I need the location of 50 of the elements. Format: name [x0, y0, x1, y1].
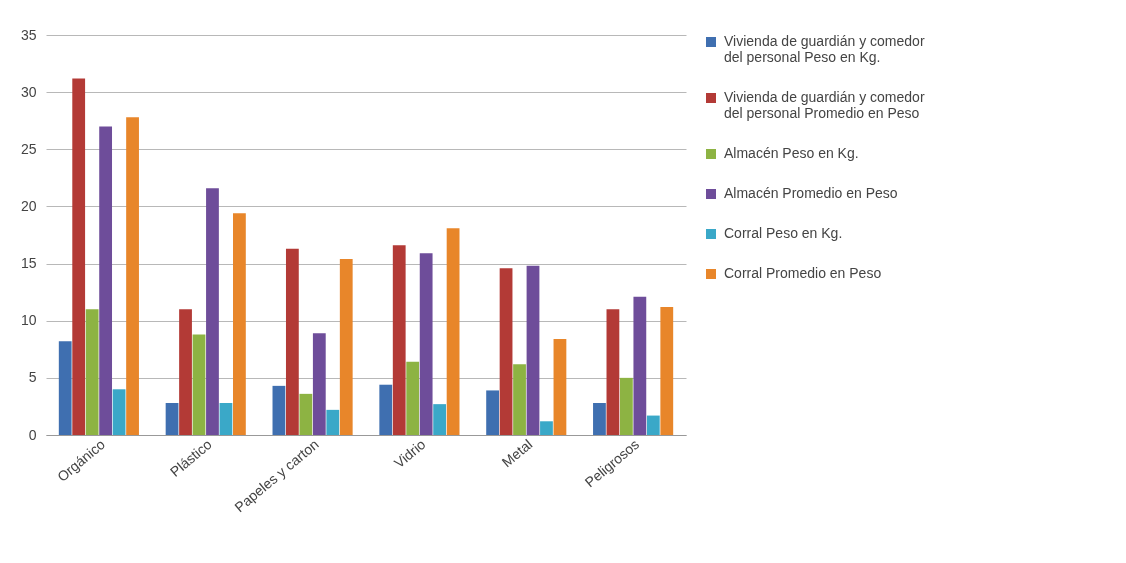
bar — [99, 126, 113, 435]
bar — [233, 213, 246, 435]
bar — [272, 385, 286, 435]
legend-label: Vivienda de guardián y comedor del personal Peso en Kg. — [724, 33, 925, 65]
bar — [526, 265, 540, 435]
bar — [379, 384, 393, 435]
bar — [419, 253, 433, 435]
y-tick-label: 5 — [28, 369, 37, 386]
legend-label: Vivienda de guardián y comedor del personal Promedio en Peso — [724, 89, 925, 121]
bar — [179, 309, 192, 435]
bar — [646, 415, 660, 435]
y-tick-label: 35 — [20, 26, 37, 43]
bar — [406, 361, 420, 435]
y-tick-label: 0 — [28, 426, 37, 443]
y-tick-label: 20 — [20, 197, 37, 214]
bar — [660, 307, 674, 435]
bar — [312, 333, 326, 435]
bar — [433, 404, 447, 435]
y-tick-label: 15 — [20, 255, 37, 272]
bar — [606, 309, 620, 435]
bar — [219, 403, 233, 435]
legend-label: Almacén Promedio en Peso — [724, 185, 898, 201]
bar — [285, 248, 299, 435]
bar — [593, 403, 606, 435]
bar — [540, 421, 553, 435]
bar — [206, 188, 219, 435]
bar — [486, 390, 499, 435]
bar — [392, 245, 406, 435]
bar — [339, 259, 353, 435]
bar — [553, 339, 567, 435]
bar — [299, 393, 313, 435]
bar — [619, 377, 633, 435]
legend-label: Corral Peso en Kg. — [724, 225, 843, 241]
y-tick-label: 30 — [20, 83, 37, 100]
bar — [58, 341, 72, 435]
bar — [72, 78, 86, 435]
bar — [633, 296, 647, 435]
bar — [112, 389, 126, 435]
y-tick-label: 10 — [20, 312, 37, 329]
legend-label: Almacén Peso en Kg. — [724, 145, 859, 161]
bar — [326, 409, 340, 435]
bar — [85, 309, 99, 435]
bar — [499, 268, 513, 435]
y-tick-label: 25 — [20, 140, 37, 157]
bar — [165, 403, 179, 435]
bar — [446, 228, 460, 435]
bar — [513, 364, 526, 435]
bar — [192, 334, 206, 435]
legend-label: Corral Promedio en Peso — [724, 265, 882, 281]
bar — [126, 117, 139, 435]
